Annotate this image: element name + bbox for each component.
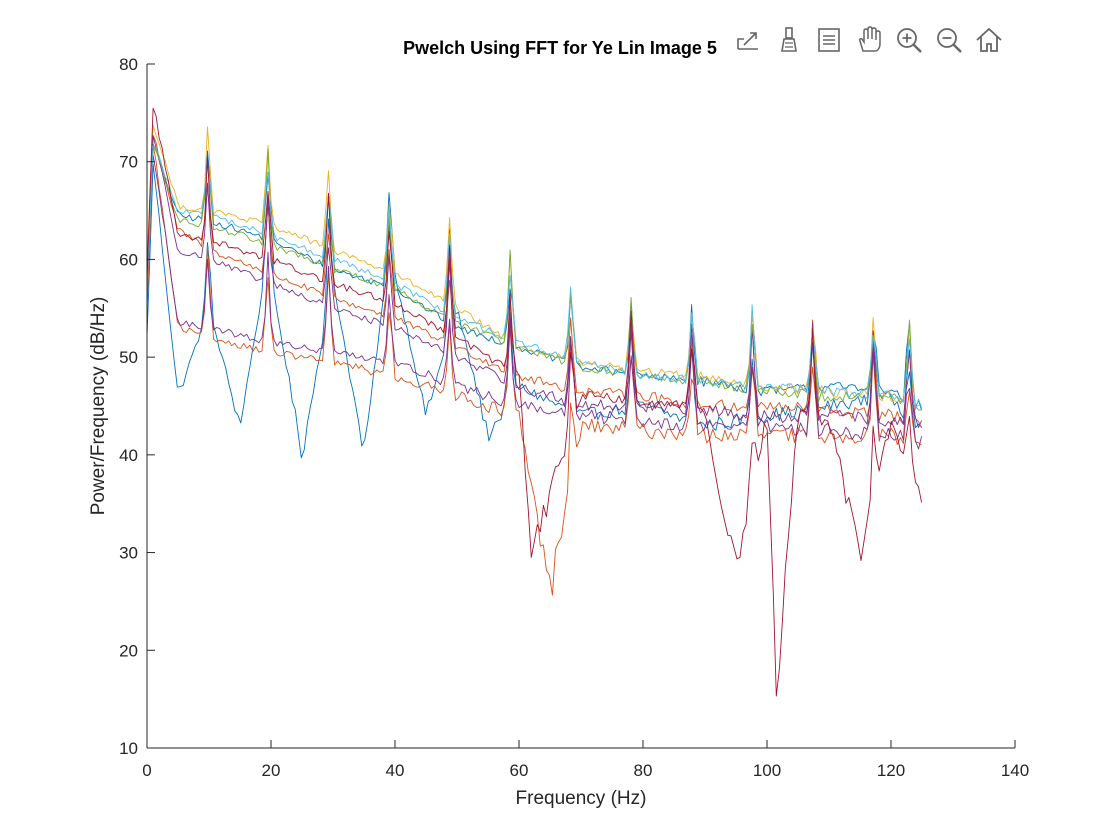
x-tick-label: 100 <box>753 761 781 780</box>
y-tick-label: 70 <box>119 153 138 172</box>
zoom-out-button[interactable] <box>932 22 966 58</box>
pan-button[interactable] <box>852 22 886 58</box>
figure-toolbar <box>732 20 1006 60</box>
export-icon <box>737 32 758 50</box>
series-line-3 <box>147 135 923 429</box>
series-line-4 <box>147 144 922 596</box>
y-tick-label: 30 <box>119 544 138 563</box>
x-tick-label: 120 <box>877 761 905 780</box>
ticks: 0 20 40 60 80 100 120 140 10 20 30 40 50 60 70 80 <box>119 55 1029 780</box>
zoom-in-icon <box>897 28 922 53</box>
x-tick-label: 20 <box>262 761 281 780</box>
legend-icon <box>818 28 840 52</box>
series-line-9 <box>147 145 923 411</box>
home-button[interactable] <box>972 22 1006 58</box>
y-tick-label: 60 <box>119 250 138 269</box>
chart-title: Pwelch Using FFT for Ye Lin Image 5 <box>403 38 717 58</box>
x-tick-label: 80 <box>634 761 653 780</box>
x-tick-label: 40 <box>386 761 405 780</box>
y-tick-label: 40 <box>119 446 138 465</box>
home-icon <box>976 27 1002 52</box>
export-button[interactable] <box>732 22 766 58</box>
zoom-out-icon <box>937 28 962 53</box>
x-tick-label: 140 <box>1001 761 1029 780</box>
series-line-10 <box>147 107 923 697</box>
series-line-5 <box>147 124 922 408</box>
series-line-8 <box>147 145 922 411</box>
brush-icon <box>781 27 797 52</box>
pan-hand-icon <box>859 26 881 52</box>
y-tick-label: 20 <box>119 641 138 660</box>
y-tick-label: 50 <box>119 348 138 367</box>
series-line-6 <box>147 135 923 428</box>
zoom-in-button[interactable] <box>892 22 926 58</box>
axes <box>146 64 1015 749</box>
series-line-7 <box>147 154 923 450</box>
y-axis-label: Power/Frequency (dB/Hz) <box>88 297 109 516</box>
x-axis-label: Frequency (Hz) <box>516 788 647 809</box>
series-line-1 <box>147 163 922 459</box>
plot-lines <box>147 107 923 697</box>
x-tick-label: 60 <box>510 761 529 780</box>
brush-button[interactable] <box>772 22 806 58</box>
y-tick-label: 10 <box>119 739 138 758</box>
legend-button[interactable] <box>812 22 846 58</box>
x-tick-label: 0 <box>142 761 151 780</box>
y-tick-label: 80 <box>119 55 138 74</box>
